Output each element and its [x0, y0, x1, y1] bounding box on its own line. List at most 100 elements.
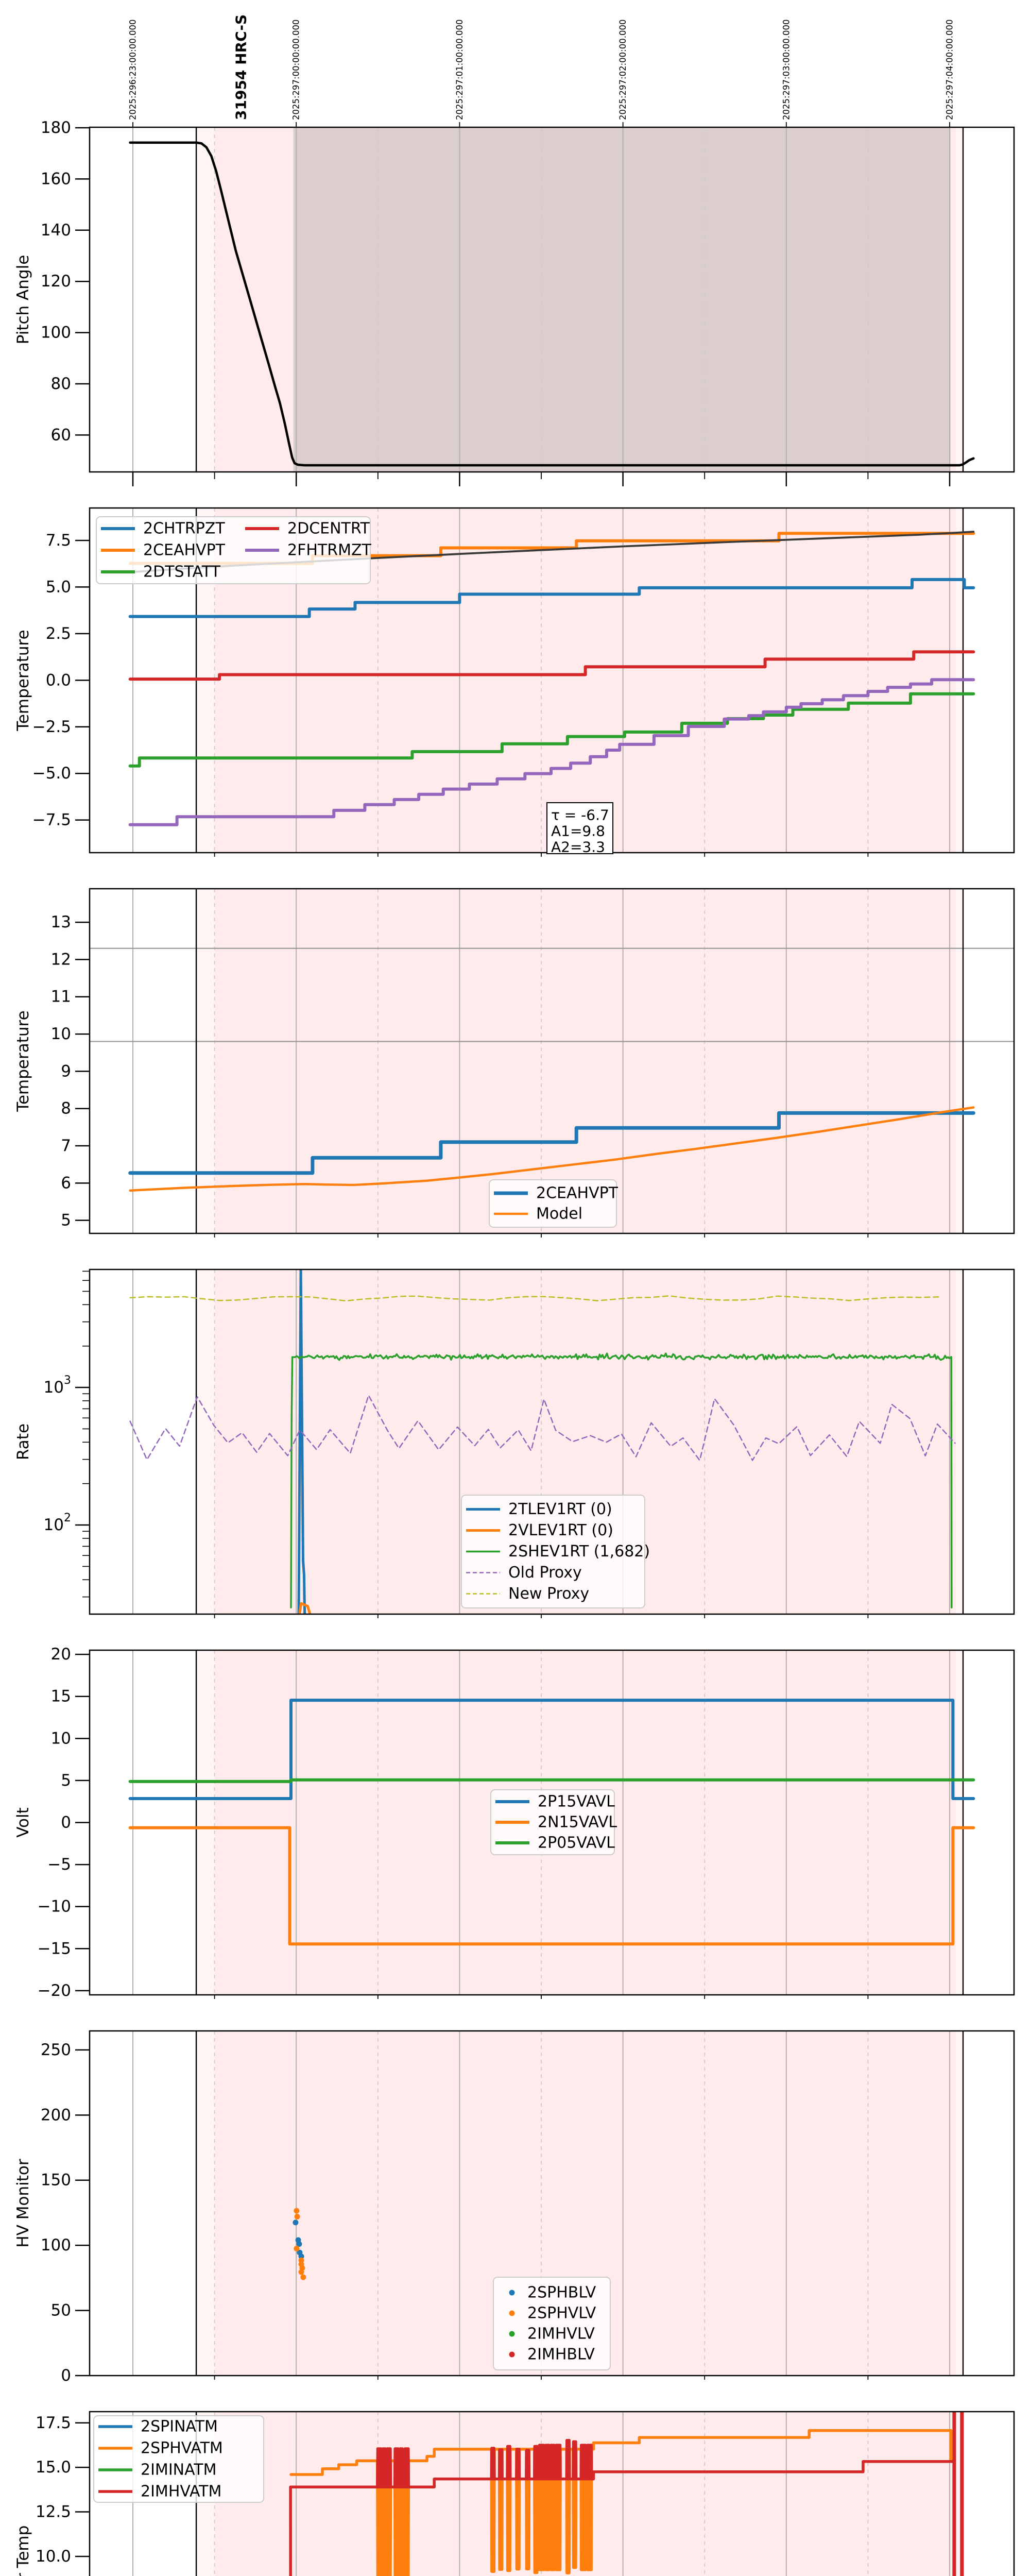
ytick-label: 10 — [51, 1025, 71, 1043]
top-axis-date-label: 2025:297:04:00:00.000 — [945, 20, 955, 120]
axes-frame — [89, 888, 1015, 1234]
ytick-label: −5 — [47, 1855, 71, 1874]
scatter-point-2SPHBLV — [296, 2241, 302, 2247]
legend-label: 2VLEV1RT (0) — [508, 1521, 613, 1539]
axes-frame — [89, 126, 1015, 473]
legend-label: 2SPHBLV — [527, 2284, 596, 2302]
ytick-label: 6 — [61, 1174, 71, 1192]
legend-box — [96, 516, 371, 584]
legend: 2P15VAVL 2N15VAVL 2P05VAVL — [490, 1789, 617, 1855]
model-fit-annotation: τ = -6.7A1=9.8A2=3.3 — [546, 802, 613, 856]
y-axis-label: Temperature — [14, 630, 32, 731]
legend-label: 2CHTRPZT — [143, 520, 225, 538]
series-2DTSTATT — [128, 692, 975, 768]
series-New Proxy — [129, 1295, 939, 1302]
ytick-label: 180 — [41, 118, 71, 137]
ytick-label: 12 — [51, 950, 71, 969]
ytick-label: −7.5 — [32, 811, 71, 829]
series-2DCENTRT — [128, 650, 975, 681]
series-group — [128, 1106, 975, 1192]
series-2P15VAVL — [128, 1699, 975, 1800]
y-axis-label: Detector Temp — [14, 2526, 32, 2576]
annotation-line: A1=9.8 — [551, 823, 605, 840]
hrc-on-band-0 — [196, 127, 956, 472]
ytick-label: 150 — [41, 2171, 71, 2190]
scatter-point-2SPHBLV — [298, 2253, 304, 2260]
panel-1-temperature: 7.5 5.0 2.5 0.0 −2.5 −5.0 −7.5 Temperature 2CHTR… — [14, 507, 1015, 857]
top-axis-date-label: 2025:297:03:00:00.000 — [781, 20, 791, 120]
ytick-label: 100 — [41, 2236, 71, 2255]
ytick-label: 15.0 — [36, 2458, 71, 2477]
ytick-label: 50 — [51, 2301, 71, 2320]
series-2P05VAVL — [128, 1778, 975, 1783]
ytick-label: 160 — [41, 170, 71, 188]
legend-label: 2IMHVLV — [527, 2325, 595, 2343]
ytick-label: 5 — [61, 1771, 71, 1790]
legend-box — [490, 1789, 615, 1855]
ytick-label: 12.5 — [36, 2503, 71, 2521]
panel-0-pitch-angle: 180 160 140 120 100 80 60 Pitch Angle 2025:296:2… — [14, 14, 1015, 486]
top-axis-date-label: 2025:296:23:00:00.000 — [128, 20, 138, 120]
legend-label: 2SPINATM — [141, 2418, 218, 2436]
ytick-label: 0 — [61, 2366, 71, 2385]
annotation-line: τ = -6.7 — [551, 807, 609, 824]
ytick-label: 20 — [51, 1645, 71, 1664]
ytick-label: 0 — [61, 1814, 71, 1832]
series-group — [129, 1269, 956, 1614]
series-2TLEV1RT (0) — [297, 1269, 306, 1614]
legend-label: 2IMHBLV — [527, 2346, 595, 2364]
legend-marker — [509, 2331, 515, 2337]
legend-label: 2SHEV1RT (1,682) — [508, 1543, 650, 1561]
ytick-label: 10.0 — [36, 2547, 71, 2566]
series-Old Proxy — [129, 1395, 956, 1461]
series-group — [128, 1699, 975, 1946]
panel-4-volt: 20151050−5−10−15−20Volt2P15VAVL2N15VAVL2… — [14, 1645, 1015, 2000]
ytick-label: 8 — [61, 1099, 71, 1118]
legend-box — [461, 1495, 645, 1608]
legend-label: 2CEAHVPT — [536, 1184, 619, 1202]
panel-6-detector-temp: 17.515.012.510.07.55.02.50.0Detector Tem… — [14, 2411, 1015, 2576]
legend-label: Old Proxy — [508, 1564, 582, 1582]
series-pitch — [129, 141, 975, 467]
series-2CEAHVPT — [128, 1111, 975, 1175]
y-axis-label: Volt — [14, 1807, 32, 1838]
series-2SHEV1RT (1,682) — [290, 1352, 953, 1608]
legend-label: 2P15VAVL — [538, 1793, 615, 1811]
ytick-label: 10 — [51, 1729, 71, 1748]
ytick-label: −20 — [38, 1981, 71, 2000]
obsid-label: 31954 HRC-S — [232, 14, 249, 120]
legend-label: 2CEAHVPT — [143, 541, 226, 560]
legend-label: Model — [536, 1205, 582, 1223]
scatter-point-2SPHVLV — [294, 2214, 300, 2220]
panel-2-temperature: 13 12 11 10 9 8 7 6 5 Temperature 2CEAHVPT Model — [14, 888, 1015, 1238]
legend: 2SPINATM 2SPHVATM 2IMINATM 2IMHVATM — [93, 2415, 264, 2503]
legend-label: 2P05VAVL — [538, 1834, 615, 1852]
legend: 2TLEV1RT (0) 2VLEV1RT (0) 2SHEV1RT (1,682)… — [461, 1495, 650, 1608]
series-2SPHVATM — [289, 2429, 954, 2576]
top-axis-date-label: 2025:297:02:00:00.000 — [618, 20, 628, 120]
ytick-label: 140 — [41, 221, 71, 240]
scatter-point-2SPHVLV — [298, 2257, 304, 2263]
ytick-label: 250 — [41, 2041, 71, 2059]
scatter-point-2SPHVLV — [300, 2274, 306, 2280]
scatter-point-2SPHVLV — [294, 2245, 300, 2251]
series-2IMHVATM — [289, 2438, 955, 2576]
series-2FHTRMZT — [128, 678, 975, 826]
scatter-point-2SPHBLV — [293, 2219, 299, 2226]
y-axis-label: Pitch Angle — [14, 255, 32, 345]
series-2N15VAVL — [128, 1826, 975, 1946]
observation-band — [293, 127, 951, 472]
ytick-label: 80 — [51, 375, 71, 393]
axes-frame — [89, 2411, 1015, 2576]
ytick-label: 2.5 — [46, 624, 71, 643]
ytick-label: 13 — [51, 913, 71, 931]
y-axis-label: Rate — [14, 1423, 32, 1460]
legend: 2CHTRPZT 2CEAHVPT 2DTSTATT 2DCENTRT 2FHTRMZT — [96, 516, 372, 584]
series-2VLEV1RT (0) — [298, 1602, 312, 1614]
legend-label: 2DCENTRT — [287, 520, 370, 538]
legend-label: 2TLEV1RT (0) — [508, 1500, 612, 1518]
ytick-label: 11 — [51, 988, 71, 1006]
